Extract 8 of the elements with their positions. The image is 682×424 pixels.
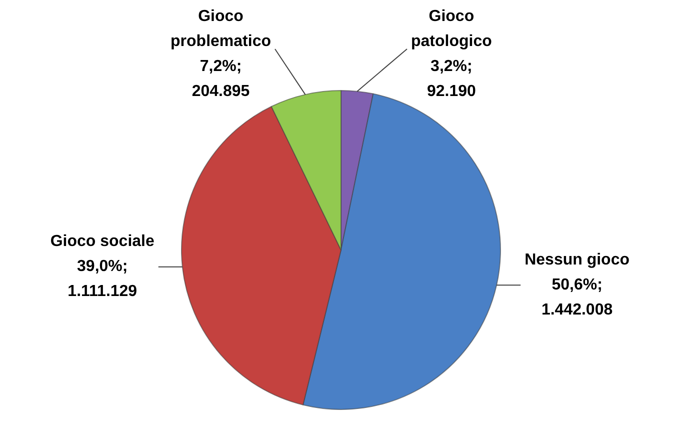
- data-label: 39,0%; 1.111.129: [68, 258, 138, 300]
- slice-label: Gioco sociale: [50, 233, 154, 250]
- data-label: 7,2%; 204.895: [192, 58, 250, 100]
- slice-label: Gioco patologico: [410, 8, 492, 50]
- data-label: 3,2%; 92.190: [426, 58, 476, 100]
- slice-label: Gioco problematico: [170, 8, 272, 50]
- slice-label: Nessun gioco: [524, 252, 630, 268]
- data-label: 50,6%; 1.442.008: [541, 276, 613, 318]
